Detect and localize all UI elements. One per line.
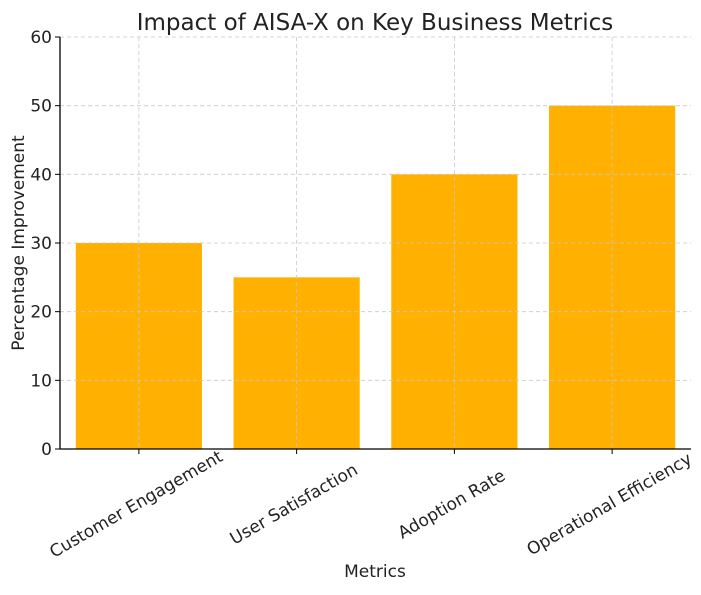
bars <box>75 105 676 450</box>
grid-overlay <box>60 36 691 449</box>
y-axis-label: Percentage Improvement <box>9 135 29 351</box>
chart-title: Impact of AISA-X on Key Business Metrics <box>137 10 614 36</box>
x-axis-label: Metrics <box>344 562 406 582</box>
y-tick-label: 50 <box>30 97 52 117</box>
y-tick-label: 40 <box>30 165 52 185</box>
y-tick-label: 20 <box>30 303 52 323</box>
x-axis-ticks: Customer Engagement User Satisfaction Adop… <box>46 447 695 563</box>
y-tick-label: 0 <box>41 440 52 460</box>
y-tick-label: 60 <box>30 28 52 48</box>
x-tick-label: Customer Engagement <box>46 447 226 563</box>
x-tick-label: Operational Efficiency <box>524 449 696 560</box>
x-tick-label: Adoption Rate <box>395 466 509 543</box>
y-axis-ticks: 0 10 20 30 40 50 60 <box>30 28 60 460</box>
y-tick-label: 10 <box>30 371 52 391</box>
x-tick-label: User Satisfaction <box>227 460 362 549</box>
y-tick-label: 30 <box>30 234 52 254</box>
